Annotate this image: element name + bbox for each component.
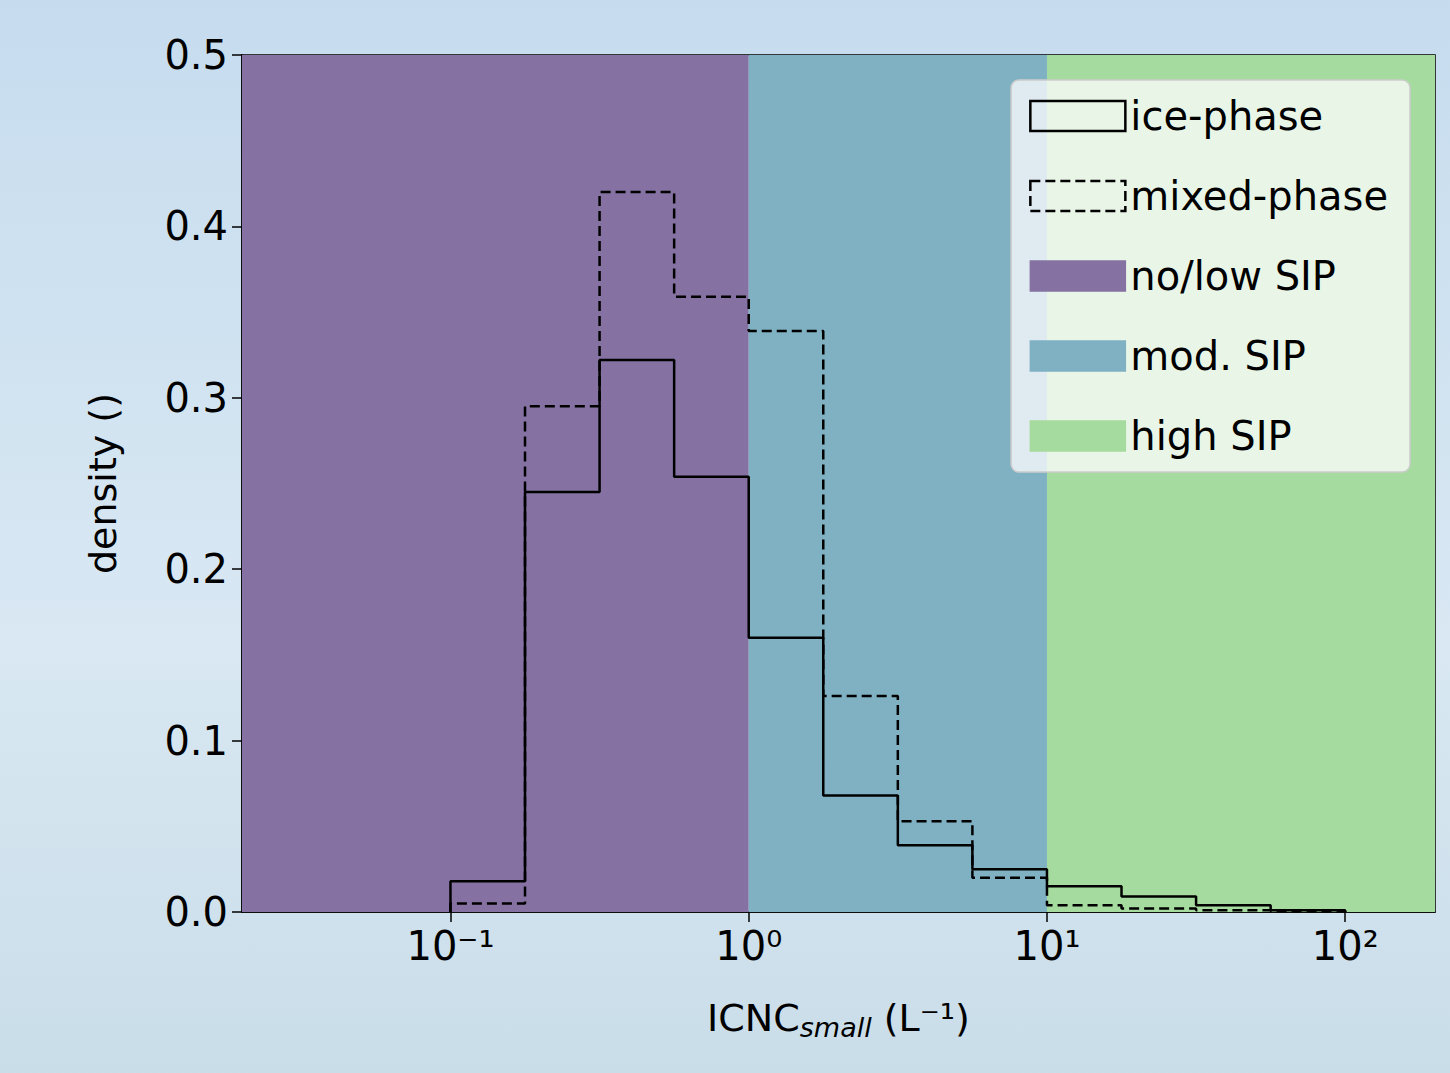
svg-text:0.5: 0.5 [164,32,228,78]
svg-text:0.0: 0.0 [164,889,228,935]
svg-text:ICNC: ICNC [707,996,800,1040]
svg-text:10¹: 10¹ [1013,923,1080,969]
svg-text:10⁻¹: 10⁻¹ [406,923,494,969]
svg-text:10²: 10² [1312,923,1379,969]
svg-text:10⁰: 10⁰ [715,923,782,969]
svg-text:0.3: 0.3 [164,375,228,421]
svg-text:mod. SIP: mod. SIP [1130,333,1306,379]
svg-text:(L⁻¹): (L⁻¹) [872,996,970,1040]
svg-text:0.4: 0.4 [164,203,228,249]
svg-text:mixed-phase: mixed-phase [1130,173,1388,219]
svg-text:ice-phase: ice-phase [1130,93,1323,139]
svg-text:0.1: 0.1 [164,718,228,764]
svg-text:0.2: 0.2 [164,546,228,592]
svg-text:density (): density () [81,393,125,574]
svg-text:high SIP: high SIP [1130,413,1291,459]
svg-text:small: small [800,1012,872,1043]
svg-text:no/low SIP: no/low SIP [1130,253,1336,299]
